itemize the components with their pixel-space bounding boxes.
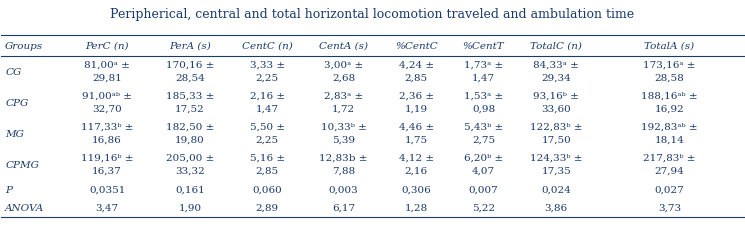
Text: 1,28: 1,28	[405, 203, 428, 212]
Text: 29,34: 29,34	[542, 73, 571, 82]
Text: 2,25: 2,25	[256, 135, 279, 144]
Text: 2,25: 2,25	[256, 73, 279, 82]
Text: P: P	[5, 185, 12, 194]
Text: 16,92: 16,92	[655, 104, 684, 113]
Text: 2,85: 2,85	[405, 73, 428, 82]
Text: 10,33ᵇ ±: 10,33ᵇ ±	[320, 122, 367, 131]
Text: 17,50: 17,50	[542, 135, 571, 144]
Text: 3,86: 3,86	[545, 203, 568, 212]
Text: 122,83ᵇ ±: 122,83ᵇ ±	[530, 122, 583, 131]
Text: TotalA (s): TotalA (s)	[644, 42, 694, 51]
Text: PerA (s): PerA (s)	[169, 42, 211, 51]
Text: 91,00ᵃᵇ ±: 91,00ᵃᵇ ±	[82, 91, 132, 100]
Text: 182,50 ±: 182,50 ±	[165, 122, 214, 131]
Text: 192,83ᵃᵇ ±: 192,83ᵃᵇ ±	[641, 122, 698, 131]
Text: %CentC: %CentC	[395, 42, 437, 51]
Text: 217,83ᵇ ±: 217,83ᵇ ±	[643, 153, 696, 162]
Text: 17,52: 17,52	[175, 104, 205, 113]
Text: CG: CG	[5, 67, 22, 76]
Text: 5,22: 5,22	[472, 203, 495, 212]
Text: 0,306: 0,306	[402, 185, 431, 194]
Text: 170,16 ±: 170,16 ±	[165, 61, 214, 69]
Text: 124,33ᵇ ±: 124,33ᵇ ±	[530, 153, 583, 162]
Text: 5,39: 5,39	[332, 135, 355, 144]
Text: Groups: Groups	[5, 42, 43, 51]
Text: 2,85: 2,85	[256, 166, 279, 175]
Text: MG: MG	[5, 129, 24, 138]
Text: 119,16ᵇ ±: 119,16ᵇ ±	[81, 153, 133, 162]
Text: 4,24 ±: 4,24 ±	[399, 61, 434, 69]
Text: %CentT: %CentT	[463, 42, 504, 51]
Text: 2,16 ±: 2,16 ±	[250, 91, 285, 100]
Text: 16,86: 16,86	[92, 135, 122, 144]
Text: 5,50 ±: 5,50 ±	[250, 122, 285, 131]
Text: 0,007: 0,007	[469, 185, 498, 194]
Text: 0,98: 0,98	[472, 104, 495, 113]
Text: 1,75: 1,75	[405, 135, 428, 144]
Text: CentC (n): CentC (n)	[241, 42, 293, 51]
Text: 5,43ᵇ ±: 5,43ᵇ ±	[464, 122, 503, 131]
Text: 185,33 ±: 185,33 ±	[165, 91, 214, 100]
Text: 2,83ᵃ ±: 2,83ᵃ ±	[324, 91, 363, 100]
Text: 33,32: 33,32	[175, 166, 205, 175]
Text: 188,16ᵃᵇ ±: 188,16ᵃᵇ ±	[641, 91, 698, 100]
Text: 2,75: 2,75	[472, 135, 495, 144]
Text: 1,53ᵃ ±: 1,53ᵃ ±	[464, 91, 503, 100]
Text: 1,73ᵃ ±: 1,73ᵃ ±	[464, 61, 503, 69]
Text: PerC (n): PerC (n)	[86, 42, 129, 51]
Text: 2,36 ±: 2,36 ±	[399, 91, 434, 100]
Text: TotalC (n): TotalC (n)	[530, 42, 582, 51]
Text: 18,14: 18,14	[655, 135, 684, 144]
Text: 2,89: 2,89	[256, 203, 279, 212]
Text: 0,003: 0,003	[329, 185, 358, 194]
Text: 0,0351: 0,0351	[89, 185, 125, 194]
Text: 1,47: 1,47	[256, 104, 279, 113]
Text: 6,17: 6,17	[332, 203, 355, 212]
Text: 0,024: 0,024	[542, 185, 571, 194]
Text: 27,94: 27,94	[655, 166, 684, 175]
Text: 2,16: 2,16	[405, 166, 428, 175]
Text: 17,35: 17,35	[542, 166, 571, 175]
Text: 4,12 ±: 4,12 ±	[399, 153, 434, 162]
Text: 1,47: 1,47	[472, 73, 495, 82]
Text: 93,16ᵇ ±: 93,16ᵇ ±	[533, 91, 579, 100]
Text: 5,16 ±: 5,16 ±	[250, 153, 285, 162]
Text: 6,20ᵇ ±: 6,20ᵇ ±	[464, 153, 503, 162]
Text: 205,00 ±: 205,00 ±	[165, 153, 214, 162]
Text: 0,027: 0,027	[655, 185, 684, 194]
Text: 2,68: 2,68	[332, 73, 355, 82]
Text: 33,60: 33,60	[542, 104, 571, 113]
Text: 1,19: 1,19	[405, 104, 428, 113]
Text: 3,33 ±: 3,33 ±	[250, 61, 285, 69]
Text: 117,33ᵇ ±: 117,33ᵇ ±	[81, 122, 133, 131]
Text: CentA (s): CentA (s)	[319, 42, 368, 51]
Text: 84,33ᵃ ±: 84,33ᵃ ±	[533, 61, 579, 69]
Text: 4,07: 4,07	[472, 166, 495, 175]
Text: 173,16ᵃ ±: 173,16ᵃ ±	[643, 61, 696, 69]
Text: 3,73: 3,73	[658, 203, 681, 212]
Text: ANOVA: ANOVA	[5, 203, 45, 212]
Text: CPG: CPG	[5, 98, 28, 107]
Text: 0,060: 0,060	[253, 185, 282, 194]
Text: 19,80: 19,80	[175, 135, 205, 144]
Text: 0,161: 0,161	[175, 185, 205, 194]
Text: 7,88: 7,88	[332, 166, 355, 175]
Text: 32,70: 32,70	[92, 104, 122, 113]
Text: 29,81: 29,81	[92, 73, 122, 82]
Text: 81,00ᵃ ±: 81,00ᵃ ±	[84, 61, 130, 69]
Text: 1,72: 1,72	[332, 104, 355, 113]
Text: 12,83b ±: 12,83b ±	[320, 153, 368, 162]
Text: CPMG: CPMG	[5, 160, 39, 169]
Text: 28,54: 28,54	[175, 73, 205, 82]
Text: 28,58: 28,58	[655, 73, 684, 82]
Text: 4,46 ±: 4,46 ±	[399, 122, 434, 131]
Text: Peripherical, central and total horizontal locomotion traveled and ambulation ti: Peripherical, central and total horizont…	[110, 8, 635, 21]
Text: 16,37: 16,37	[92, 166, 122, 175]
Text: 1,90: 1,90	[178, 203, 201, 212]
Text: 3,00ᵃ ±: 3,00ᵃ ±	[324, 61, 363, 69]
Text: 3,47: 3,47	[95, 203, 118, 212]
